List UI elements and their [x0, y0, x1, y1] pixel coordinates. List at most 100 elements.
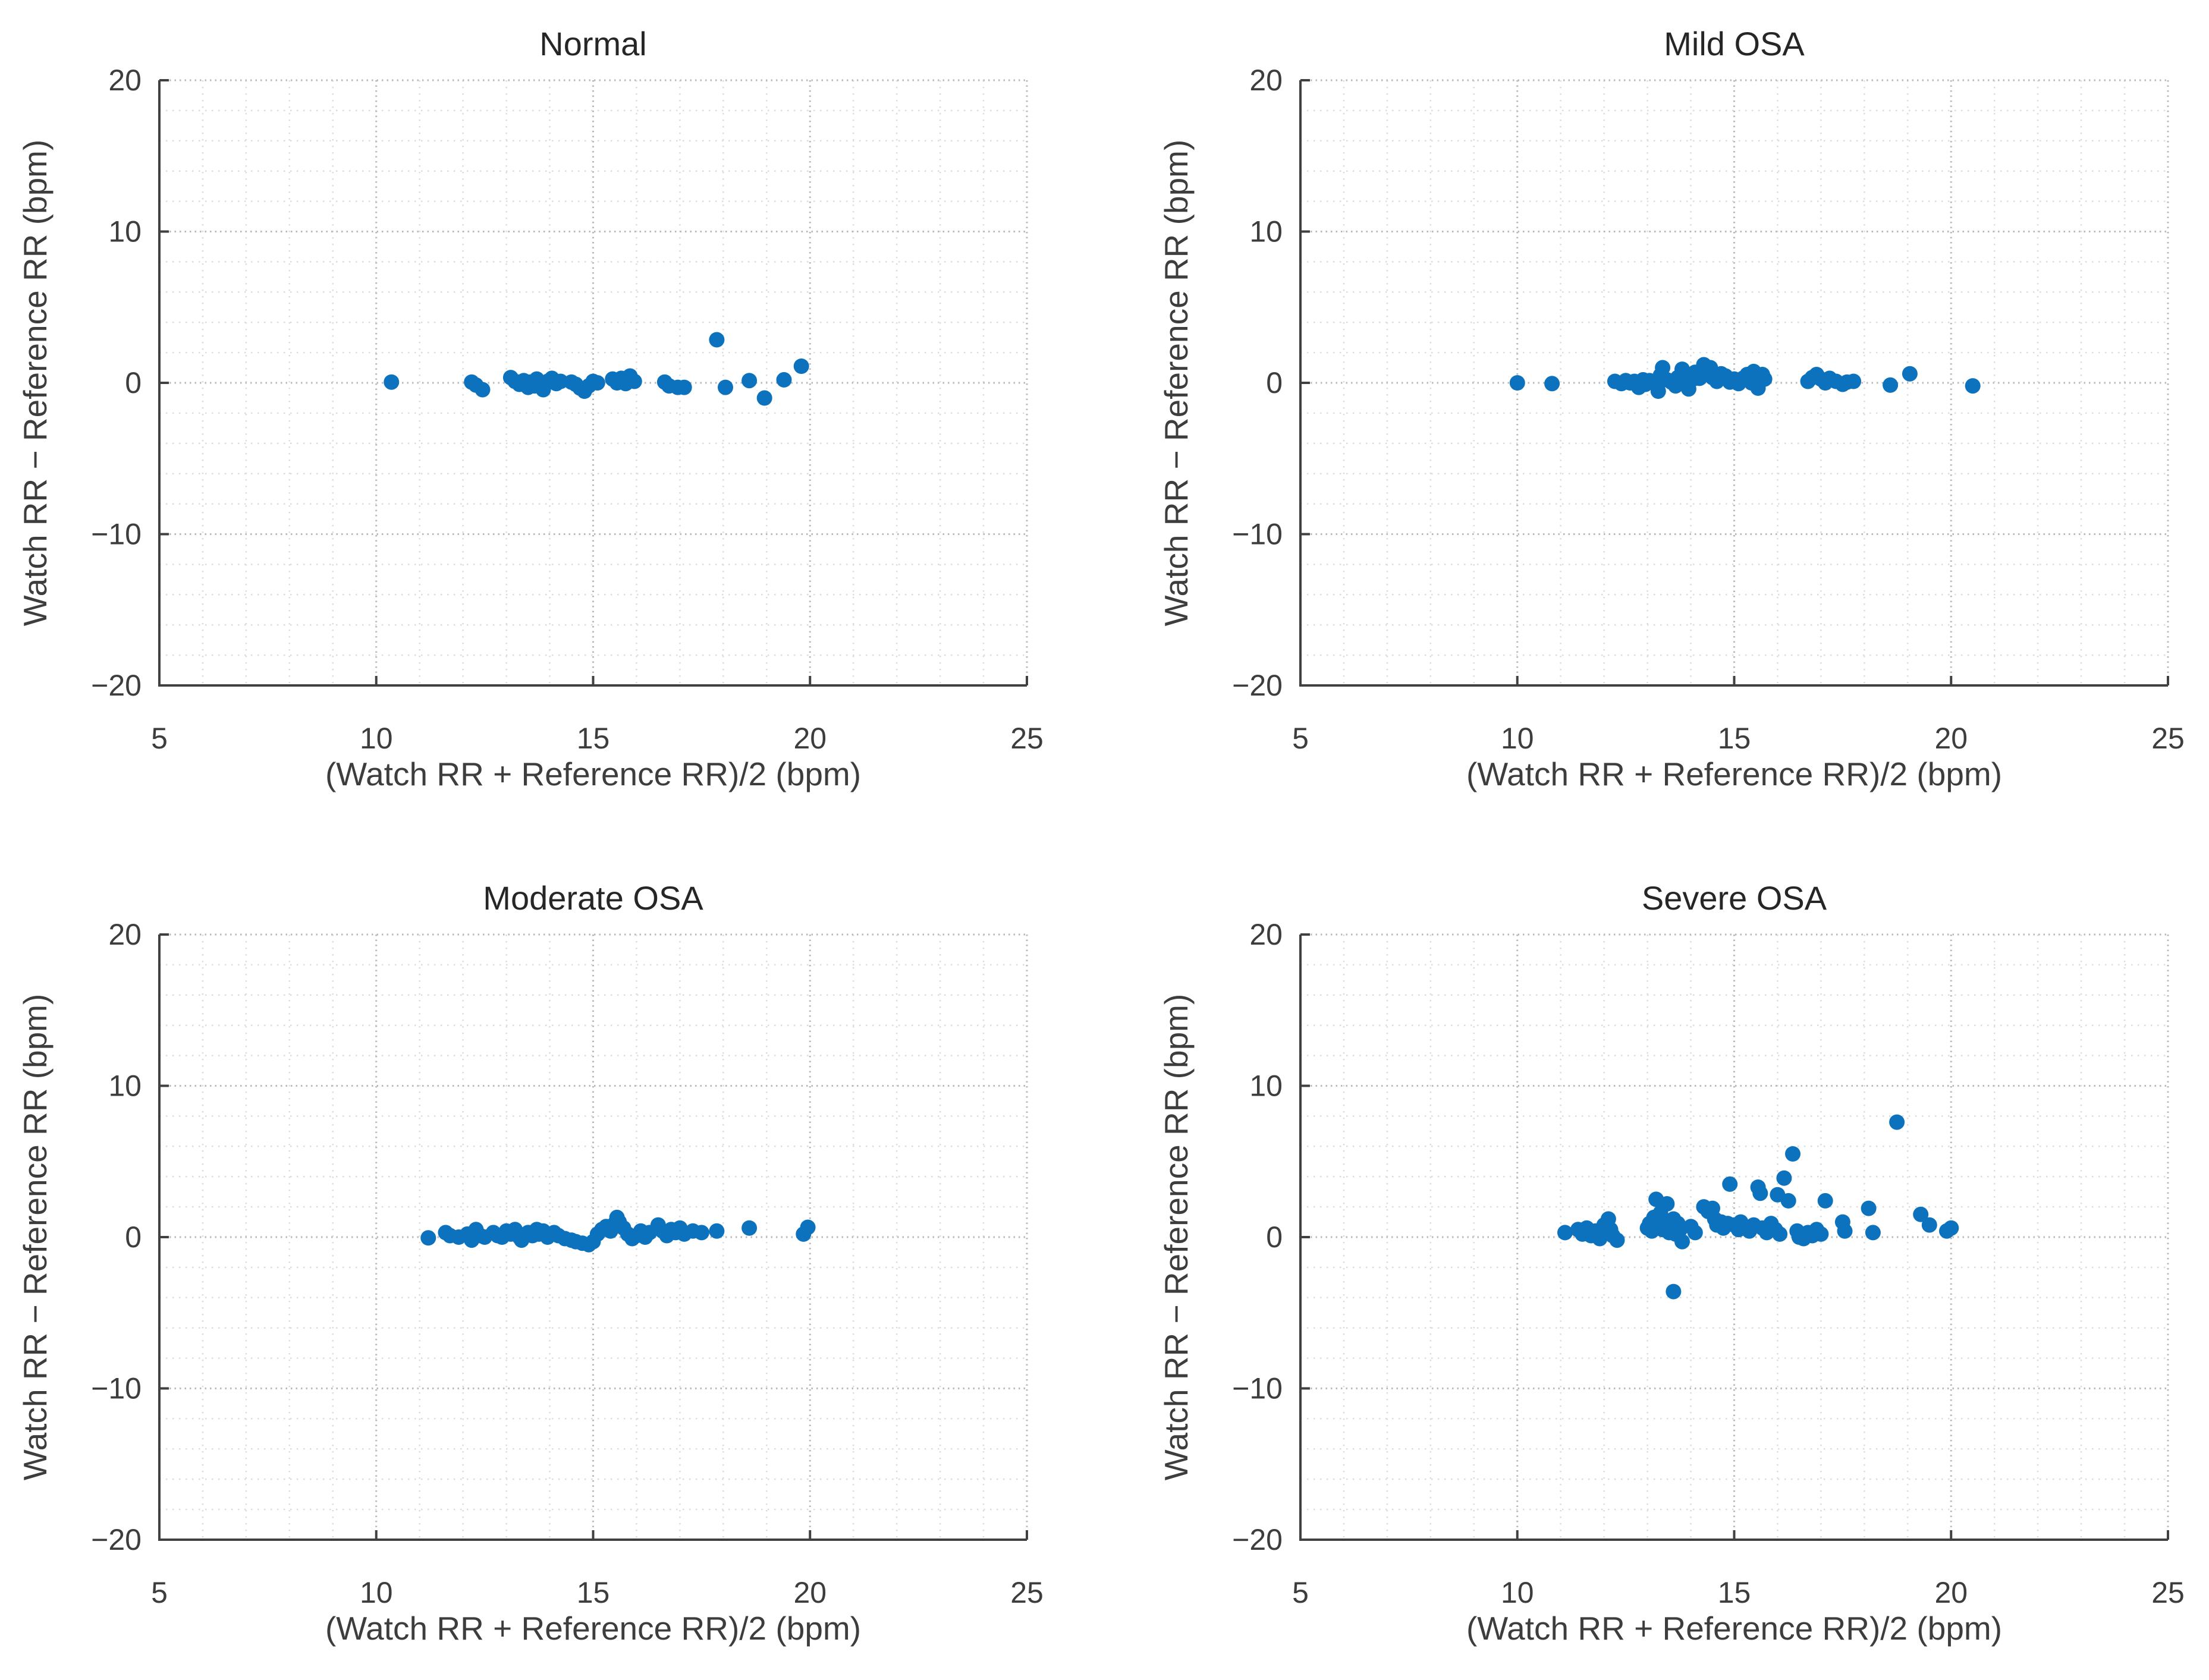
x-tick-label: 25: [2151, 722, 2185, 755]
grid-major: [1300, 79, 2169, 685]
data-point: [1557, 1225, 1573, 1241]
x-tick-label: 15: [1718, 1576, 1751, 1609]
x-tick-label: 10: [360, 722, 393, 755]
y-tick-label: 10: [1249, 1069, 1283, 1103]
subplot-title: Normal: [539, 25, 646, 62]
data-point: [1883, 377, 1899, 393]
data-point: [1592, 1231, 1608, 1247]
axis-ticks: [158, 79, 1028, 687]
axis-ticks: [158, 933, 1028, 1541]
y-tick-label: 20: [1249, 918, 1283, 951]
x-tick-label: 20: [793, 722, 827, 755]
y-tick-label: −20: [91, 1523, 142, 1556]
data-point: [1674, 361, 1690, 377]
subplot-moderate-osa: 5 10 15 20 25 −20 −10 0 10 20 Moderate OSA (Watch…: [17, 879, 1044, 1647]
y-tick-label: −20: [91, 669, 142, 702]
data-point: [1650, 383, 1666, 399]
x-tick-label: 5: [1292, 1576, 1309, 1609]
tick-labels: 5 10 15 20 25 −20 −10 0 10 20: [1232, 918, 2185, 1609]
data-point: [1913, 1206, 1929, 1222]
grid-minor: [1300, 935, 2168, 1540]
y-tick-label: 10: [108, 215, 142, 248]
data-point: [741, 1220, 758, 1236]
x-tick-label: 10: [360, 1576, 393, 1609]
y-tick-label: 0: [1266, 366, 1283, 399]
scatter-points: [1509, 357, 1981, 399]
x-tick-label: 15: [577, 722, 610, 755]
y-tick-label: −10: [91, 1372, 142, 1405]
y-tick-label: 20: [1249, 64, 1283, 97]
x-axis-label: (Watch RR + Reference RR)/2 (bpm): [1466, 1610, 2002, 1647]
grid-minor: [159, 935, 1027, 1540]
data-point: [626, 373, 642, 389]
data-point: [1752, 1185, 1768, 1201]
data-point: [1837, 1223, 1853, 1239]
data-point: [1813, 1226, 1829, 1242]
data-point: [676, 379, 692, 395]
data-point: [776, 372, 792, 388]
y-axis-label: Watch RR − Reference RR (bpm): [17, 994, 54, 1481]
y-tick-label: −10: [1232, 1372, 1283, 1405]
x-axis-label: (Watch RR + Reference RR)/2 (bpm): [325, 1610, 861, 1647]
data-point: [1861, 1200, 1877, 1216]
data-point: [1943, 1220, 1959, 1236]
data-point: [1965, 378, 1981, 394]
data-point: [1609, 1232, 1625, 1248]
data-point: [793, 358, 809, 374]
data-point: [589, 375, 605, 391]
data-point: [475, 382, 491, 398]
axis-ticks: [1299, 933, 2169, 1541]
grid-major: [159, 933, 1028, 1540]
data-point: [1687, 1225, 1703, 1241]
y-tick-label: 10: [108, 1069, 142, 1103]
y-axis-label: Watch RR − Reference RR (bpm): [1158, 140, 1195, 627]
data-point: [1674, 1234, 1690, 1250]
data-point: [1785, 1146, 1800, 1162]
data-point: [1722, 1176, 1738, 1192]
y-tick-label: 0: [1266, 1220, 1283, 1254]
y-tick-label: 20: [108, 918, 142, 951]
y-tick-label: 0: [125, 1220, 142, 1254]
data-point: [1776, 1170, 1792, 1186]
x-tick-label: 20: [1934, 1576, 1968, 1609]
x-tick-label: 25: [1010, 1576, 1044, 1609]
data-point: [800, 1219, 816, 1235]
tick-labels: 5 10 15 20 25 −20 −10 0 10 20: [1232, 64, 2185, 755]
data-point: [1666, 1283, 1682, 1300]
y-tick-label: 0: [125, 366, 142, 399]
x-tick-label: 15: [1718, 722, 1751, 755]
data-point: [709, 1223, 725, 1239]
data-point: [709, 332, 725, 348]
x-tick-label: 15: [577, 1576, 610, 1609]
scatter-points: [384, 332, 809, 406]
y-tick-label: −20: [1232, 669, 1283, 702]
x-tick-label: 5: [151, 722, 168, 755]
tick-labels: 5 10 15 20 25 −20 −10 0 10 20: [91, 918, 1044, 1609]
subplot-title: Mild OSA: [1664, 25, 1805, 62]
subplot-title: Severe OSA: [1642, 879, 1827, 917]
data-point: [384, 374, 400, 390]
data-point: [1659, 1196, 1675, 1212]
y-tick-label: −10: [91, 518, 142, 551]
x-tick-label: 5: [151, 1576, 168, 1609]
grid-major: [1300, 933, 2169, 1540]
y-axis-label: Watch RR − Reference RR (bpm): [17, 140, 54, 627]
data-point: [1780, 1193, 1796, 1209]
x-tick-label: 25: [1010, 722, 1044, 755]
data-point: [1509, 375, 1525, 391]
grid-minor: [159, 80, 1027, 685]
data-point: [1756, 371, 1773, 387]
y-tick-label: 10: [1249, 215, 1283, 248]
x-tick-label: 10: [1501, 722, 1534, 755]
data-point: [1846, 373, 1862, 389]
x-tick-label: 20: [793, 1576, 827, 1609]
grid-minor: [1300, 80, 2168, 685]
x-tick-label: 25: [2151, 1576, 2185, 1609]
data-point: [1921, 1217, 1937, 1233]
subplot-severe-osa: 5 10 15 20 25 −20 −10 0 10 20 Severe OSA (Watch R…: [1158, 879, 2185, 1647]
y-tick-label: −20: [1232, 1523, 1283, 1556]
data-point: [1889, 1114, 1905, 1130]
x-tick-label: 10: [1501, 1576, 1534, 1609]
data-point: [1544, 376, 1560, 392]
